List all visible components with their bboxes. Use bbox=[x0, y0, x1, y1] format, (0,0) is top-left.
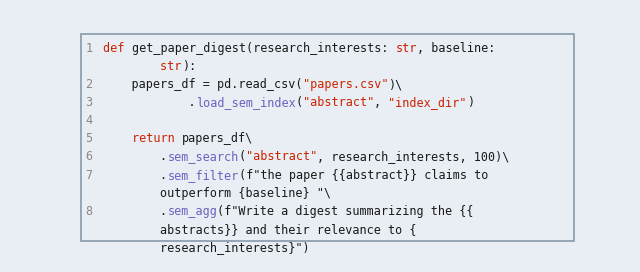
Text: sem_agg: sem_agg bbox=[168, 205, 217, 218]
Text: )\: )\ bbox=[388, 78, 403, 91]
Text: papers_df\: papers_df\ bbox=[182, 132, 253, 145]
Text: str: str bbox=[103, 60, 182, 73]
Text: 8: 8 bbox=[85, 205, 93, 218]
Text: return: return bbox=[132, 132, 182, 145]
Text: 6: 6 bbox=[85, 150, 93, 163]
Text: .: . bbox=[103, 96, 196, 109]
Text: (f"the paper {{abstract}} claims to: (f"the paper {{abstract}} claims to bbox=[239, 169, 488, 181]
Text: "index_dir": "index_dir" bbox=[388, 96, 467, 109]
Text: abstracts}} and their relevance to {: abstracts}} and their relevance to { bbox=[103, 223, 417, 236]
Text: .: . bbox=[103, 150, 168, 163]
Text: str: str bbox=[396, 42, 417, 55]
Text: sem_filter: sem_filter bbox=[168, 169, 239, 181]
Text: 1: 1 bbox=[85, 42, 93, 55]
Text: 7: 7 bbox=[85, 169, 93, 181]
Text: "abstract": "abstract" bbox=[246, 150, 317, 163]
Text: get_paper_digest(research_interests:: get_paper_digest(research_interests: bbox=[132, 42, 396, 55]
Text: def: def bbox=[103, 42, 132, 55]
Text: .: . bbox=[103, 169, 168, 181]
Text: (f"Write a digest summarizing the {{: (f"Write a digest summarizing the {{ bbox=[217, 205, 474, 218]
Text: research_interests}"): research_interests}") bbox=[103, 241, 310, 254]
Text: 3: 3 bbox=[85, 96, 93, 109]
Text: "papers.csv": "papers.csv" bbox=[303, 78, 388, 91]
Text: ):: ): bbox=[182, 60, 196, 73]
Text: outperform {baseline} "\: outperform {baseline} "\ bbox=[103, 187, 332, 200]
Text: ,: , bbox=[374, 96, 388, 109]
Text: , baseline:: , baseline: bbox=[417, 42, 495, 55]
Text: papers_df = pd.read_csv(: papers_df = pd.read_csv( bbox=[103, 78, 303, 91]
Text: ): ) bbox=[467, 96, 474, 109]
Text: (: ( bbox=[296, 96, 303, 109]
Text: 2: 2 bbox=[85, 78, 93, 91]
Text: , research_interests, 100)\: , research_interests, 100)\ bbox=[317, 150, 509, 163]
Text: .: . bbox=[103, 205, 168, 218]
Text: 5: 5 bbox=[85, 132, 93, 145]
Text: (: ( bbox=[239, 150, 246, 163]
Text: "abstract": "abstract" bbox=[303, 96, 374, 109]
Text: sem_search: sem_search bbox=[168, 150, 239, 163]
Text: load_sem_index: load_sem_index bbox=[196, 96, 296, 109]
Text: 4: 4 bbox=[85, 114, 93, 127]
FancyBboxPatch shape bbox=[81, 34, 575, 241]
